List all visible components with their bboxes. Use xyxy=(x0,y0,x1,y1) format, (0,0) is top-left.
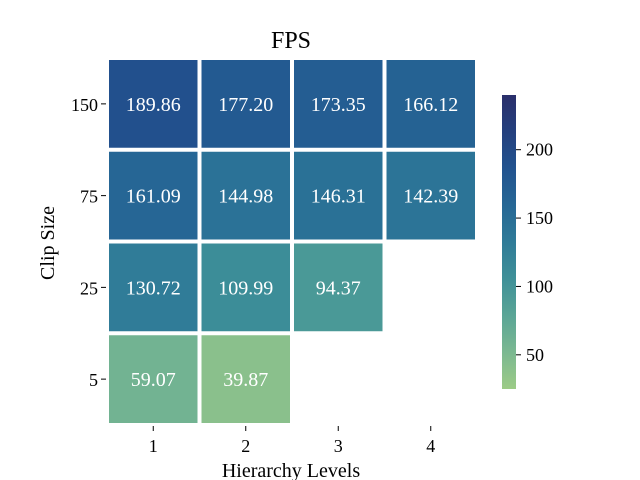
y-tick-label: 75 xyxy=(80,187,98,207)
y-tick-label: 25 xyxy=(80,278,98,298)
cell-value-label: 142.39 xyxy=(403,186,458,208)
heatmap-cell xyxy=(294,243,383,332)
y-axis-ticks: 150 75 25 5 xyxy=(71,95,106,390)
heatmap-cell xyxy=(109,243,198,332)
x-tick-label: 2 xyxy=(241,436,250,456)
colorbar-tick-label: 50 xyxy=(526,345,544,365)
y-axis-label: Clip Size xyxy=(37,206,59,280)
colorbar-tick-label: 200 xyxy=(526,140,553,160)
cell-value-label: 189.86 xyxy=(126,94,181,116)
cell-value-label: 130.72 xyxy=(126,277,181,299)
heatmap-cell xyxy=(386,151,475,240)
x-axis-ticks: 1 2 3 4 xyxy=(149,426,435,456)
chart-title: FPS xyxy=(271,28,311,54)
x-tick-label: 3 xyxy=(334,436,343,456)
heatmap-cells: 189.86 177.20 173.35 166.12 161.09 144.98 146.… xyxy=(109,60,475,423)
colorbar-tick-label: 100 xyxy=(526,276,553,296)
cell-value-label: 39.87 xyxy=(223,369,268,391)
cell-value-label: 146.31 xyxy=(311,186,366,208)
heatmap-cell xyxy=(294,60,383,148)
cell-value-label: 94.37 xyxy=(316,277,361,299)
cell-value-label: 109.99 xyxy=(218,277,273,299)
cell-value-label: 161.09 xyxy=(126,186,181,208)
heatmap-cell xyxy=(201,60,290,148)
heatmap-cell xyxy=(386,60,475,148)
x-axis-label: Hierarchy Levels xyxy=(222,460,360,480)
heatmap-cell xyxy=(201,243,290,332)
heatmap-cell xyxy=(294,151,383,240)
heatmap-cell xyxy=(109,335,198,423)
heatmap-cell xyxy=(201,151,290,240)
heatmap-cell xyxy=(109,151,198,240)
cell-value-label: 144.98 xyxy=(218,186,273,208)
y-tick-label: 5 xyxy=(89,370,98,390)
heatmap-cell xyxy=(201,335,290,423)
y-tick-label: 150 xyxy=(71,95,98,115)
cell-value-label: 59.07 xyxy=(131,369,176,391)
colorbar-ticks: 50 100 150 200 xyxy=(516,140,553,365)
heatmap-cell xyxy=(109,60,198,148)
cell-value-label: 177.20 xyxy=(218,94,273,116)
x-tick-label: 1 xyxy=(149,436,158,456)
cell-value-label: 173.35 xyxy=(311,94,366,116)
colorbar-tick-label: 150 xyxy=(526,208,553,228)
colorbar xyxy=(502,95,516,389)
x-tick-label: 4 xyxy=(426,436,435,456)
cell-value-label: 166.12 xyxy=(403,94,458,116)
